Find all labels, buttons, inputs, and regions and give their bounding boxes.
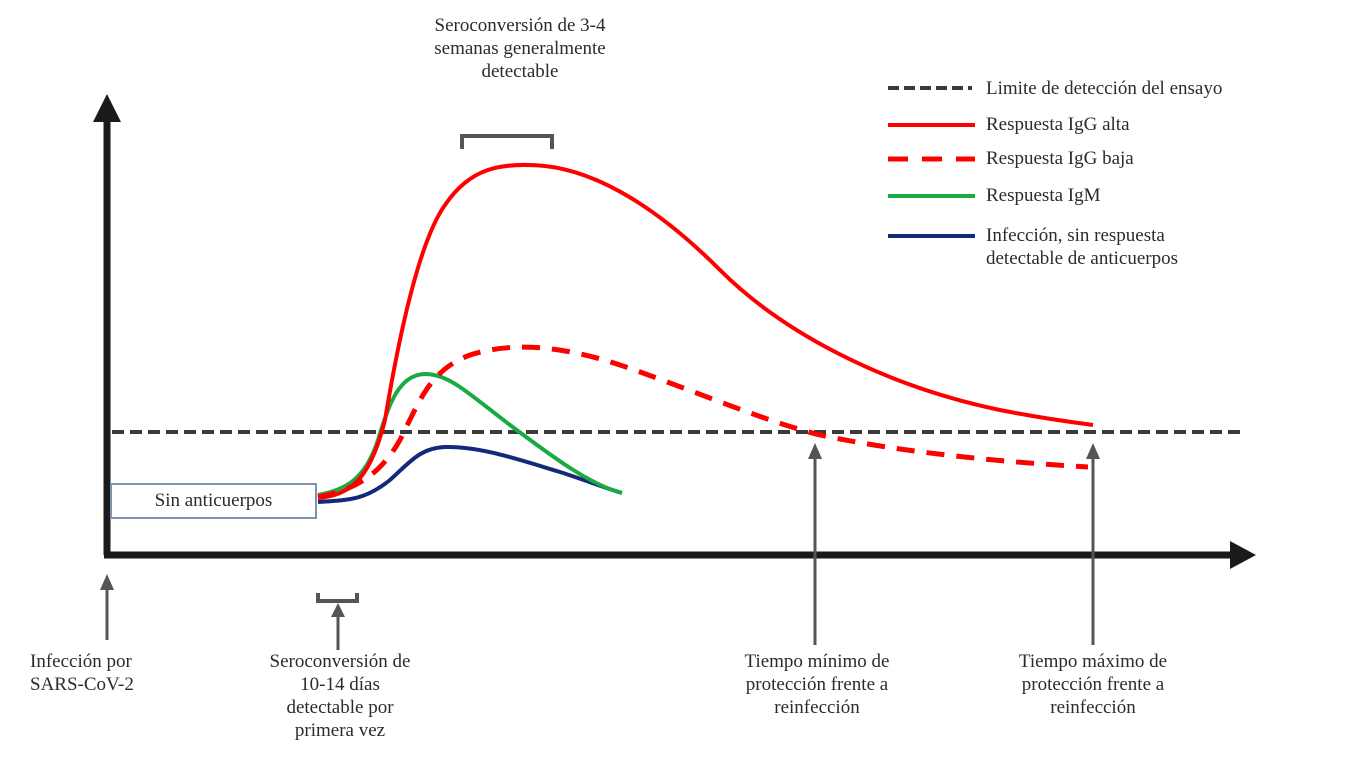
arrow-up-icon [808, 443, 822, 459]
label-line: detectable [481, 61, 559, 82]
min-protection-marker [808, 443, 822, 645]
igg-high-curve [317, 162, 1094, 500]
label-line: Tiempo máximo de [1018, 651, 1168, 672]
label-line: protección frente a [745, 674, 889, 695]
infection-marker [100, 574, 114, 640]
igg-low-curve [317, 344, 1089, 500]
label-line: Tiempo mínimo de [744, 651, 890, 672]
y-axis [93, 94, 121, 555]
label-line: detectable por [286, 697, 394, 718]
label-line: Infección por [30, 651, 132, 672]
legend-swatches [888, 86, 975, 238]
legend-label-igm: Respuesta IgM [986, 185, 1101, 206]
arrow-up-icon [331, 603, 345, 617]
x-axis [104, 541, 1256, 569]
arrow-up-icon [1086, 443, 1100, 459]
top-seroconversion-label: Seroconversión de 3-4 semanas generalmen… [400, 14, 640, 83]
label-line: 10-14 días [300, 674, 380, 695]
label-line: SARS-CoV-2 [30, 674, 134, 695]
early-seroconversion-marker [316, 593, 359, 650]
y-axis-arrow-icon [93, 94, 121, 122]
label-line: reinfección [1050, 697, 1136, 718]
top-seroconversion-bracket [460, 134, 554, 149]
label-line: Seroconversión de 3-4 [434, 15, 606, 36]
label-line: Seroconversión de [269, 651, 411, 672]
max-protection-marker [1086, 443, 1100, 645]
early-seroconversion-label: Seroconversión de 10-14 días detectable … [240, 650, 440, 742]
no-antibodies-box: Sin anticuerpos [110, 483, 317, 519]
label-line: protección frente a [1021, 674, 1165, 695]
label-line: semanas generalmente [434, 38, 606, 59]
legend-label-igg-high: Respuesta IgG alta [986, 114, 1130, 135]
arrow-up-icon [100, 574, 114, 590]
infection-label: Infección por SARS-CoV-2 [30, 650, 185, 696]
no-response-curve [317, 444, 623, 504]
legend-label-no-response: Infección, sin respuesta detectable de a… [986, 225, 1179, 269]
label-line: primera vez [294, 720, 386, 741]
max-protection-label: Tiempo máximo de protección frente a rei… [988, 650, 1198, 719]
legend-label-detection-limit: Limite de detección del ensayo [986, 78, 1223, 99]
x-axis-arrow-icon [1230, 541, 1256, 569]
label-line: reinfección [774, 697, 860, 718]
min-protection-label: Tiempo mínimo de protección frente a rei… [712, 650, 922, 719]
legend-label-igg-low: Respuesta IgG baja [986, 148, 1134, 169]
